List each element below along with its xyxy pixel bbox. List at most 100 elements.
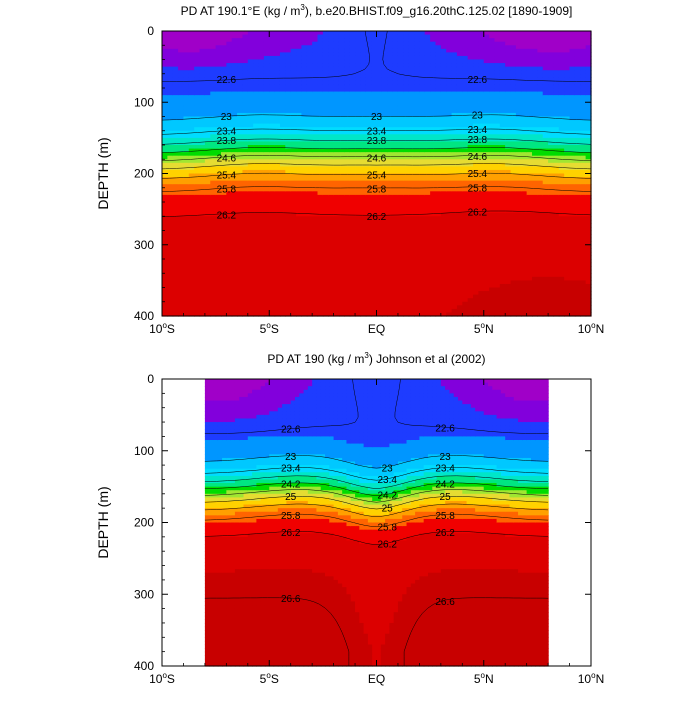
fill-cell	[435, 45, 442, 50]
fill-cell	[199, 216, 206, 221]
fill-cell	[392, 184, 399, 189]
fill-cell	[424, 123, 431, 128]
fill-cell	[424, 173, 431, 178]
fill-cell	[473, 237, 479, 242]
fill-cell	[338, 259, 345, 264]
fill-cell	[483, 216, 490, 221]
fill-cell	[403, 48, 410, 53]
fill-cell	[210, 237, 217, 242]
fill-cell	[296, 120, 303, 125]
fill-cell	[333, 120, 340, 125]
fill-cell	[440, 312, 447, 317]
fill-cell	[178, 209, 185, 214]
fill-cell	[403, 120, 410, 125]
fill-cell	[446, 230, 453, 235]
fill-cell	[183, 166, 190, 171]
fill-cell	[274, 283, 281, 289]
fill-cell	[483, 255, 490, 260]
fill-cell	[360, 34, 367, 39]
fill-cell	[183, 262, 190, 267]
fill-cell	[317, 216, 324, 221]
fill-cell	[430, 226, 437, 232]
fill-cell	[365, 59, 372, 64]
fill-cell	[424, 45, 431, 50]
fill-cell	[467, 180, 474, 185]
fill-cell	[258, 283, 265, 289]
fill-cell	[355, 80, 362, 86]
fill-cell	[387, 173, 394, 178]
fill-cell	[269, 226, 276, 232]
fill-cell	[381, 209, 388, 214]
fill-cell	[446, 248, 453, 253]
fill-cell	[376, 202, 383, 207]
fill-cell	[483, 31, 490, 36]
fill-cell	[194, 180, 201, 185]
fill-cell	[226, 59, 233, 64]
fill-cell	[290, 80, 297, 86]
fill-cell	[489, 88, 496, 93]
fill-cell	[462, 184, 469, 189]
fill-cell	[424, 280, 431, 285]
fill-cell	[269, 145, 276, 150]
fill-cell	[446, 70, 453, 75]
fill-cell	[312, 70, 319, 75]
fill-cell	[360, 291, 367, 296]
fill-cell	[269, 45, 276, 50]
fill-cell	[247, 148, 254, 153]
fill-cell	[435, 116, 442, 121]
fill-cell	[371, 55, 378, 61]
fill-cell	[242, 120, 249, 125]
fill-cell	[263, 198, 270, 203]
fill-cell	[204, 226, 211, 232]
fill-cell	[462, 223, 469, 228]
fill-cell	[462, 191, 469, 196]
fill-cell	[263, 251, 270, 257]
fill-cell	[430, 41, 437, 46]
fill-cell	[328, 308, 335, 314]
fill-cell	[338, 305, 345, 310]
fill-cell	[183, 130, 190, 135]
fill-cell	[242, 198, 249, 203]
fill-cell	[178, 45, 185, 50]
fill-cell	[338, 187, 345, 192]
fill-cell	[220, 137, 227, 143]
fill-cell	[392, 291, 399, 296]
fill-cell	[231, 251, 238, 257]
fill-cell	[220, 134, 227, 139]
fill-cell	[424, 205, 431, 210]
fill-cell	[167, 105, 174, 110]
fill-cell	[226, 148, 233, 153]
fill-cell	[296, 169, 303, 175]
fill-cell	[440, 241, 447, 246]
fill-cell	[392, 194, 399, 200]
fill-cell	[371, 248, 378, 253]
fill-cell	[183, 63, 190, 68]
fill-cell	[446, 105, 453, 110]
fill-cell	[328, 120, 335, 125]
fill-cell	[322, 262, 329, 267]
fill-cell	[220, 184, 227, 189]
fill-cell	[365, 294, 372, 299]
fill-cell	[419, 202, 426, 207]
fill-cell	[424, 73, 431, 78]
fill-cell	[473, 223, 479, 228]
fill-cell	[253, 266, 260, 271]
fill-cell	[371, 155, 378, 160]
fill-cell	[269, 191, 276, 196]
fill-cell	[451, 276, 458, 281]
fill-cell	[376, 259, 383, 264]
fill-cell	[456, 262, 463, 267]
fill-cell	[172, 209, 179, 214]
fill-cell	[338, 112, 345, 118]
fill-cell	[440, 98, 447, 103]
fill-cell	[306, 130, 313, 135]
fill-cell	[210, 84, 217, 89]
fill-cell	[478, 45, 485, 50]
fill-cell	[194, 273, 201, 278]
fill-cell	[365, 251, 372, 257]
fill-cell	[473, 212, 479, 217]
fill-cell	[172, 52, 179, 57]
fill-cell	[258, 45, 265, 50]
fill-cell	[204, 77, 211, 82]
fill-cell	[360, 109, 367, 114]
